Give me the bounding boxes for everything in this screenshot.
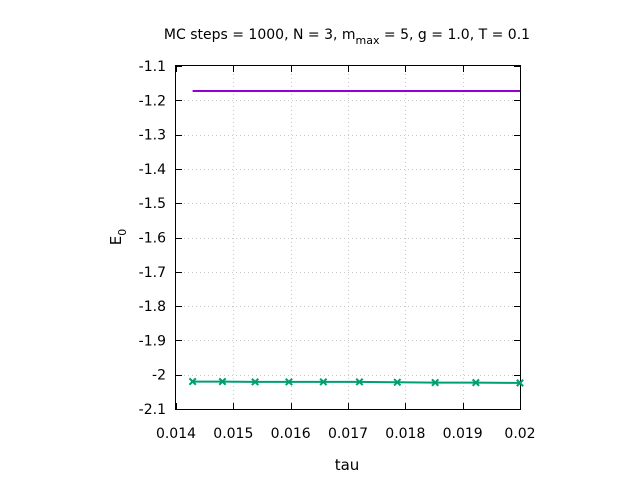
series-2-point: [218, 377, 227, 386]
y-tick-label: -1.2: [139, 93, 166, 109]
series-layer: [188, 90, 524, 387]
x-tick-label: 0.016: [271, 426, 311, 442]
series-2-point: [319, 377, 328, 386]
series-2-line: [192, 380, 521, 384]
chart-title: MC steps = 1000, N = 3, mmax = 5, g = 1.…: [164, 27, 530, 47]
y-tick-label: -1.4: [139, 162, 166, 178]
series-2-point: [251, 377, 260, 386]
title-main: MC steps = 1000, N = 3, m: [164, 27, 356, 43]
title-subscript: max: [356, 34, 380, 47]
y-axis-title-subscript: 0: [116, 229, 129, 236]
series-2-point: [355, 377, 364, 386]
series-2-point: [431, 378, 440, 387]
x-tick-label: 0.018: [385, 426, 425, 442]
y-tick-label: -1.9: [139, 333, 166, 349]
y-tick-label: -1.8: [139, 299, 166, 315]
y-tick-label: -1.6: [139, 231, 166, 247]
y-tick-label: -1.5: [139, 196, 166, 212]
title-rest: = 5, g = 1.0, T = 0.1: [379, 27, 530, 43]
x-tick-label: 0.019: [443, 426, 483, 442]
grid: [176, 66, 520, 409]
x-tick-label: 0.02: [504, 426, 535, 442]
x-tick-label: 0.015: [213, 426, 253, 442]
plot-frame: [175, 65, 521, 410]
y-axis-title: E0: [107, 229, 129, 245]
y-tick-label: -1.7: [139, 265, 166, 281]
y-tick-label: -2.1: [139, 402, 166, 418]
series-2-point: [188, 377, 197, 386]
y-tick-label: -1.1: [139, 59, 166, 75]
series-2-point: [516, 379, 524, 387]
series-2-point: [471, 378, 480, 387]
series-2-point: [285, 377, 293, 386]
x-axis-title: tau: [335, 456, 360, 474]
y-axis-title-main: E: [107, 236, 125, 245]
x-tick-label: 0.014: [156, 426, 196, 442]
y-tick-label: -1.3: [139, 128, 166, 144]
axis-ticks: 0.014 0.015 0.016 0.017 0.018 0.019 0.02 -1.1 -1…: [139, 59, 536, 442]
y-tick-label: -2: [152, 368, 166, 384]
x-tick-label: 0.017: [328, 426, 368, 442]
series-2-point: [393, 378, 402, 387]
